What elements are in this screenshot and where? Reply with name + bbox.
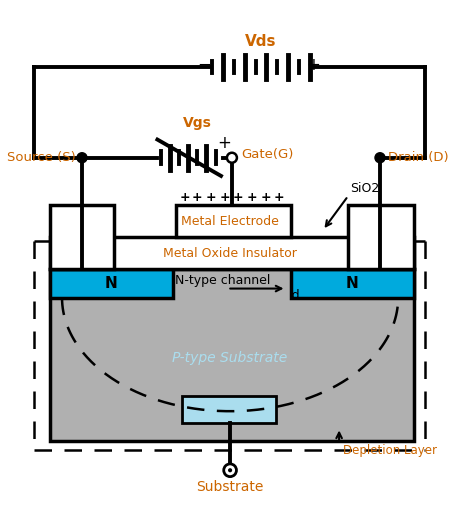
Text: +: + <box>192 191 202 204</box>
Text: +: + <box>179 191 190 204</box>
Text: +: + <box>307 56 321 74</box>
Bar <box>176 205 291 237</box>
Circle shape <box>224 464 237 477</box>
Text: +: + <box>217 134 232 152</box>
Text: N: N <box>345 276 358 291</box>
Circle shape <box>77 153 87 163</box>
Text: SiO2: SiO2 <box>350 182 379 195</box>
Text: +: + <box>247 191 257 204</box>
Text: +: + <box>274 191 284 204</box>
Text: +: + <box>219 191 230 204</box>
Bar <box>50 205 114 268</box>
Bar <box>348 205 414 268</box>
Bar <box>291 268 414 298</box>
Text: −: − <box>143 149 157 167</box>
Bar <box>50 237 414 268</box>
Text: Vgs: Vgs <box>183 116 212 130</box>
Text: +: + <box>260 191 271 204</box>
Text: Gate(G): Gate(G) <box>241 148 293 161</box>
Circle shape <box>227 153 237 163</box>
Text: P-type Substrate: P-type Substrate <box>172 351 288 365</box>
Text: Depletion Layer: Depletion Layer <box>343 444 437 457</box>
Text: Substrate: Substrate <box>197 480 264 494</box>
Circle shape <box>229 469 232 471</box>
Text: Metal Oxide Insulator: Metal Oxide Insulator <box>163 247 297 260</box>
Text: Metal Electrode: Metal Electrode <box>181 215 279 228</box>
Text: +: + <box>233 191 243 204</box>
Circle shape <box>375 153 385 163</box>
Text: −: − <box>198 56 212 74</box>
Bar <box>50 268 414 441</box>
Text: Id: Id <box>289 290 301 303</box>
Bar <box>182 396 276 423</box>
Bar <box>50 268 173 298</box>
Text: Source (S): Source (S) <box>7 151 76 164</box>
Text: N-type channel: N-type channel <box>175 274 271 287</box>
Text: N: N <box>105 276 117 291</box>
Text: Drain (D): Drain (D) <box>388 151 449 164</box>
Text: +: + <box>206 191 216 204</box>
Text: Vds: Vds <box>245 34 277 49</box>
